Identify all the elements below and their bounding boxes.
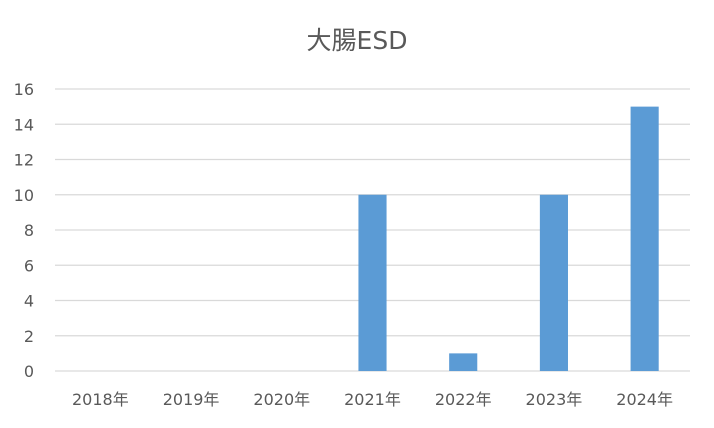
x-tick-label: 2019年 [163, 390, 220, 409]
x-tick-label: 2018年 [72, 390, 129, 409]
chart-title: 大腸ESD [307, 26, 408, 55]
x-tick-label: 2022年 [435, 390, 492, 409]
bar-2022年 [449, 353, 478, 371]
bars [358, 106, 659, 371]
y-tick-label: 16 [14, 80, 34, 99]
y-tick-label: 0 [24, 362, 34, 381]
y-tick-label: 2 [24, 327, 34, 346]
x-tick-label: 2021年 [344, 390, 401, 409]
y-tick-label: 12 [14, 151, 34, 170]
y-axis-ticks: 0 2 4 6 8 10 12 14 16 [14, 80, 34, 381]
y-tick-label: 8 [24, 221, 34, 240]
bar-2024年 [630, 106, 659, 371]
x-tick-label: 2020年 [253, 390, 310, 409]
bar-2021年 [358, 194, 387, 371]
y-tick-label: 6 [24, 256, 34, 275]
x-tick-label: 2024年 [616, 390, 673, 409]
x-axis-ticks: 2018年 2019年 2020年 2021年 2022年 2023年 2024年 [72, 390, 673, 409]
y-tick-label: 10 [14, 186, 34, 205]
bar-2023年 [539, 194, 568, 371]
y-tick-label: 14 [14, 115, 34, 134]
x-tick-label: 2023年 [526, 390, 583, 409]
y-tick-label: 4 [24, 292, 34, 311]
